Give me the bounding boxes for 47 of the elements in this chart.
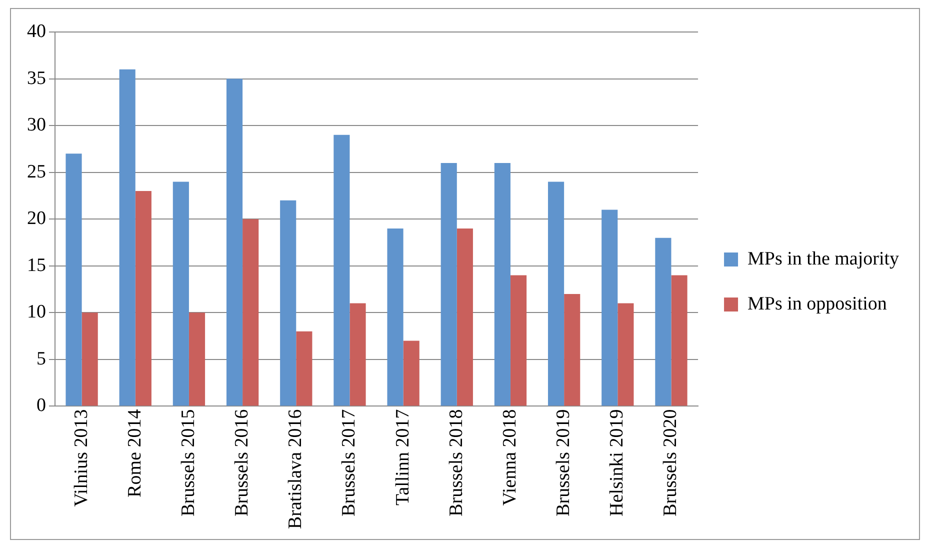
bar	[440, 162, 457, 406]
bar	[671, 275, 688, 406]
y-tick-label: 20	[27, 208, 46, 230]
bar	[456, 228, 473, 406]
x-tick-label: Helsinki 2019	[606, 409, 628, 516]
bar	[387, 228, 404, 406]
x-tick-label: Vilnius 2013	[70, 409, 92, 507]
y-tick-label: 15	[27, 254, 46, 276]
bar	[172, 182, 189, 406]
y-tick-label: 10	[27, 302, 46, 323]
bar	[242, 219, 259, 406]
bar	[280, 200, 296, 406]
x-tick-label: Brussels 2019	[553, 409, 574, 516]
x-tick-label: Tallinn 2017	[392, 409, 414, 506]
x-tick-label: Brussels 2018	[446, 409, 467, 516]
bar	[494, 162, 510, 406]
x-tick-label: Brussels 2016	[232, 409, 253, 516]
x-tick-label: Bratislava 2016	[285, 409, 306, 529]
legend-label: MPs in the majority	[748, 248, 900, 270]
x-tick-label: Vienna 2018	[499, 409, 520, 506]
bar	[135, 191, 152, 406]
bar	[564, 294, 580, 406]
bar	[403, 340, 420, 406]
bar	[350, 303, 366, 406]
y-tick-label: 5	[36, 348, 46, 370]
y-tick-label: 0	[36, 395, 46, 416]
bar	[226, 78, 243, 406]
bar	[188, 312, 206, 406]
bar	[296, 331, 312, 406]
y-tick-label: 35	[27, 68, 46, 89]
y-tick-label: 40	[27, 20, 46, 42]
legend-label: MPs in opposition	[748, 293, 888, 314]
bar	[655, 238, 672, 406]
bar	[82, 312, 98, 406]
bar	[66, 154, 82, 406]
bar	[510, 275, 527, 406]
x-tick-label: Rome 2014	[124, 408, 146, 498]
bar	[548, 182, 564, 406]
x-tick-label: Brussels 2017	[338, 409, 360, 516]
y-tick-label: 25	[27, 161, 46, 182]
bar	[334, 134, 350, 406]
bar	[602, 210, 618, 406]
bar	[618, 303, 634, 406]
x-tick-label: Brussels 2015	[178, 409, 199, 516]
x-tick-label: Brussels 2020	[660, 409, 682, 516]
bar	[119, 69, 136, 406]
y-tick-label: 30	[27, 114, 46, 136]
